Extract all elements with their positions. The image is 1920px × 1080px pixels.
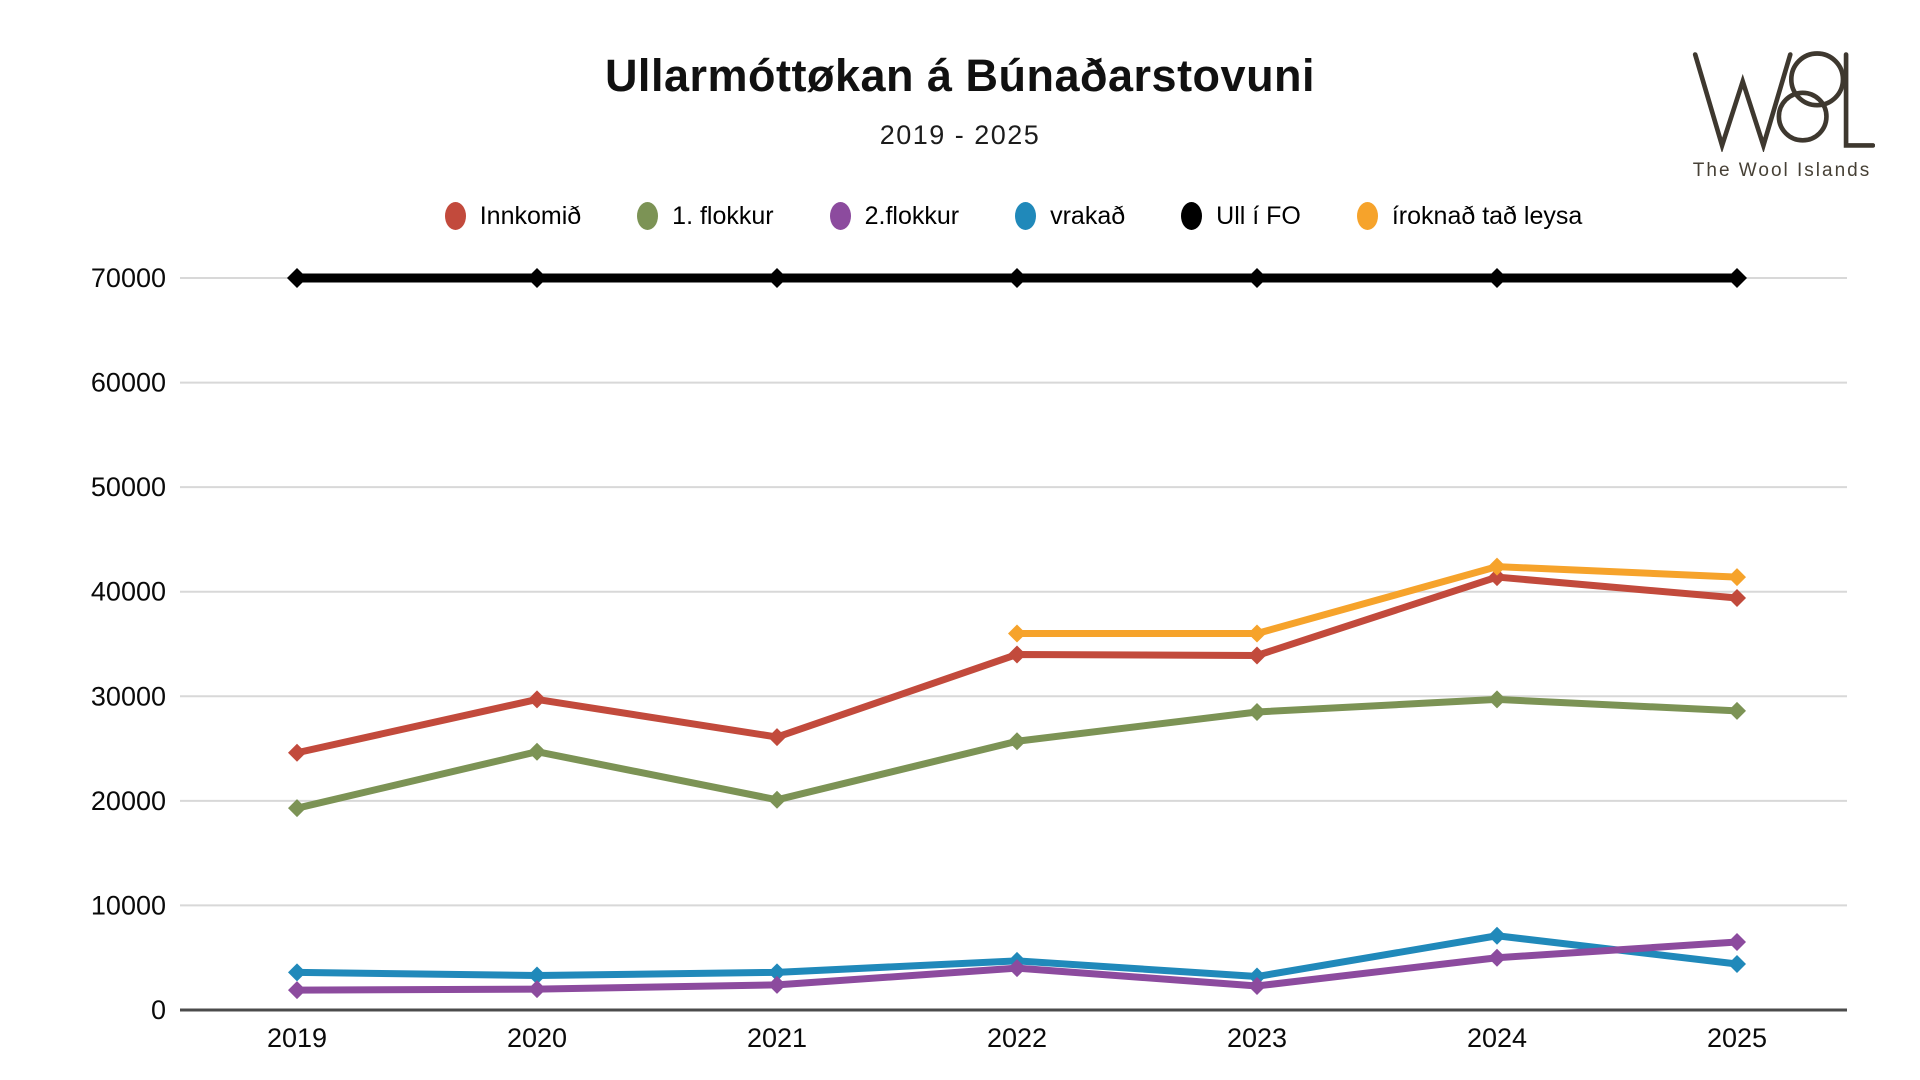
data-point-marker-vraka — [1248, 967, 1266, 986]
page-title: Ullarmóttøkan á Búnaðarstovuni — [604, 50, 1316, 101]
y-axis-tick-10000: 10000 — [91, 890, 166, 920]
data-point-marker-ull-fo — [1247, 268, 1267, 288]
data-point-marker-vraka — [1488, 926, 1506, 945]
data-point-marker-1-flokkur — [1248, 702, 1266, 721]
y-axis-tick-40000: 40000 — [91, 577, 166, 607]
data-point-marker-1-flokkur — [768, 790, 786, 809]
logo-letter-o-bottom — [1776, 90, 1829, 143]
y-axis-tick-70000: 70000 — [91, 263, 166, 293]
data-point-marker-vraka — [1728, 954, 1746, 973]
legend-dot-icon — [637, 202, 659, 230]
data-point-marker-ull-fo — [287, 268, 307, 288]
legend-item-1-flokkur: 1. flokkur — [637, 201, 774, 231]
data-point-marker-1-flokkur — [1728, 701, 1746, 720]
logo-letter-w — [1692, 52, 1793, 152]
y-axis-tick-30000: 30000 — [91, 681, 166, 711]
data-point-marker-rokna-ta-leysa — [1008, 624, 1026, 643]
legend-item-rokna-ta-leysa: íroknað tað leysa — [1356, 201, 1583, 231]
x-axis-tick-2022: 2022 — [987, 1023, 1047, 1053]
data-point-marker-2-flokkur — [1248, 976, 1266, 995]
chart-legend: Innkomið 1. flokkur 2.flokkur vrakað Ull í F… — [180, 198, 1847, 234]
logo-letter-l — [1843, 52, 1875, 148]
data-point-marker-2-flokkur — [1488, 948, 1506, 967]
data-point-marker-1-flokkur — [1008, 732, 1026, 751]
legend-dot-icon — [1356, 202, 1378, 230]
data-point-marker-2-flokkur — [528, 980, 546, 999]
legend-item-2-flokkur: 2.flokkur — [829, 201, 960, 231]
legend-item-innkomi: Innkomið — [444, 201, 582, 231]
data-point-marker-1-flokkur — [528, 742, 546, 761]
data-point-marker-vraka — [288, 963, 306, 982]
legend-dot-icon — [1015, 202, 1037, 230]
legend-dot-icon — [444, 202, 466, 230]
series-line-innkomi — [293, 573, 1741, 757]
data-point-marker-2-flokkur — [768, 975, 786, 994]
data-point-marker-innkomi — [528, 690, 546, 709]
data-point-marker-innkomi — [1008, 645, 1026, 664]
legend-label: 2.flokkur — [864, 201, 960, 230]
wool-logo-icon — [1692, 51, 1875, 152]
y-axis-tick-0: 0 — [151, 995, 166, 1025]
logo-letter-o-top — [1788, 51, 1846, 108]
legend-label: Ull í FO — [1216, 201, 1301, 230]
data-point-marker-ull-fo — [527, 268, 547, 288]
data-point-marker-ull-fo — [1007, 268, 1027, 288]
x-axis-tick-2020: 2020 — [507, 1023, 567, 1053]
y-axis-tick-50000: 50000 — [91, 472, 166, 502]
x-axis-tick-2025: 2025 — [1707, 1023, 1767, 1053]
y-axis-tick-20000: 20000 — [91, 786, 166, 816]
legend-label: Innkomið — [479, 201, 582, 230]
data-point-marker-innkomi — [1488, 568, 1506, 587]
data-point-marker-innkomi — [1728, 588, 1746, 607]
chart-header: Ullarmóttøkan á Búnaðarstovuni 2019 - 20… — [0, 50, 1920, 151]
data-point-marker-rokna-ta-leysa — [1248, 624, 1266, 643]
data-point-marker-2-flokkur — [288, 981, 306, 1000]
series-line-1-flokkur — [293, 695, 1741, 812]
data-point-marker-rokna-ta-leysa — [1488, 557, 1506, 576]
logo-tagline: The Wool Islands — [1692, 160, 1872, 181]
x-axis-tick-2024: 2024 — [1467, 1023, 1527, 1053]
data-point-marker-ull-fo — [1487, 268, 1507, 288]
legend-item-vraka: vrakað — [1015, 202, 1125, 231]
legend-label: 1. flokkur — [672, 201, 774, 230]
data-point-marker-ull-fo — [1727, 268, 1747, 288]
data-point-marker-vraka — [768, 963, 786, 982]
data-point-marker-1-flokkur — [1488, 690, 1506, 709]
legend-dot-icon — [1181, 202, 1203, 230]
series-line-rokna-ta-leysa — [1013, 563, 1741, 638]
x-axis-tick-2019: 2019 — [267, 1023, 327, 1053]
legend-item-ull-fo: Ull í FO — [1181, 202, 1301, 231]
data-point-marker-1-flokkur — [288, 799, 306, 818]
data-point-marker-2-flokkur — [1728, 933, 1746, 952]
data-point-marker-rokna-ta-leysa — [1728, 568, 1746, 587]
data-point-marker-innkomi — [288, 743, 306, 762]
x-axis-tick-2021: 2021 — [747, 1023, 807, 1053]
legend-dot-icon — [829, 202, 851, 230]
data-point-marker-innkomi — [1248, 646, 1266, 665]
data-point-marker-innkomi — [768, 728, 786, 747]
legend-label: vrakað — [1050, 201, 1126, 230]
legend-label: íroknað tað leysa — [1391, 201, 1583, 230]
brand-logo: The Wool Islands — [1682, 48, 1882, 182]
data-point-marker-ull-fo — [767, 268, 787, 288]
data-point-marker-2-flokkur — [1008, 959, 1026, 978]
x-axis-tick-2023: 2023 — [1227, 1023, 1287, 1053]
chart-subtitle: 2019 - 2025 — [879, 120, 1041, 150]
data-point-marker-vraka — [528, 966, 546, 985]
y-axis-tick-60000: 60000 — [91, 368, 166, 398]
